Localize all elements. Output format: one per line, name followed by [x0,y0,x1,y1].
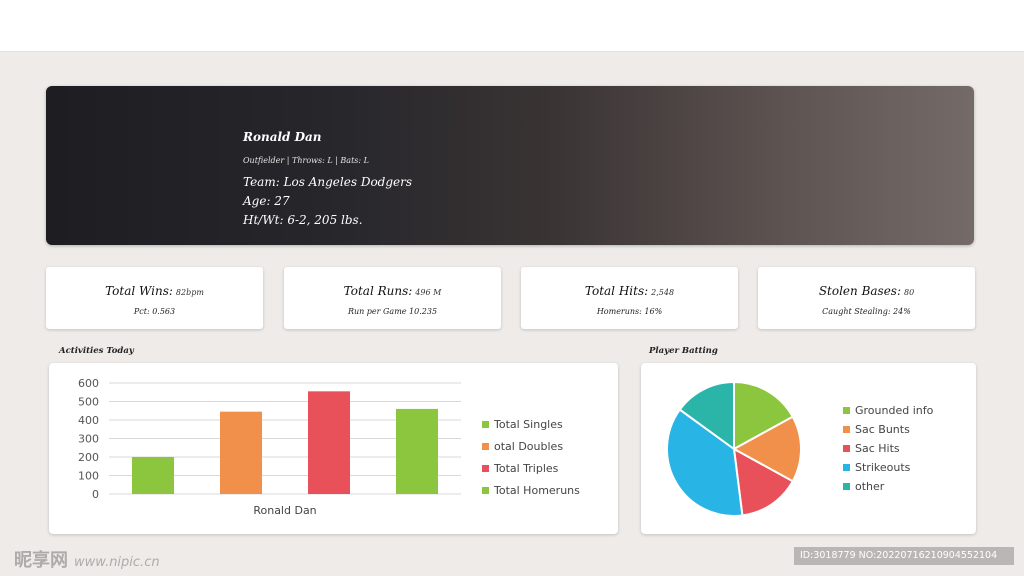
player-height-weight: Ht/Wt: 6-2, 205 lbs. [243,213,363,227]
player-position-info: Outfielder | Throws: L | Bats: L [243,156,369,165]
stat-label: Total Runs: [344,284,413,298]
y-tick-label: 300 [78,433,99,446]
stat-card-total-hits: Total Hits: 2,548 Homeruns: 16% [521,267,738,329]
bar [396,409,438,494]
watermark-id: ID:3018779 NO:20220716210904552104 [794,547,1014,565]
activities-title: Activities Today [59,346,134,356]
stat-sub: Run per Game 10.235 [284,307,501,316]
legend-label: Sac Hits [855,442,900,455]
stat-card-total-wins: Total Wins: 82bpm Pct: 0.563 [46,267,263,329]
y-tick-label: 400 [78,414,99,427]
y-tick-label: 0 [92,488,99,501]
stat-value: 2,548 [651,288,674,297]
legend-swatch [482,465,489,472]
stat-label: Total Hits: [585,284,648,298]
legend-swatch [843,407,850,414]
player-name: Ronald Dan [243,130,322,144]
watermark-logo-text: 昵享网 [14,550,68,571]
stat-sub: Homeruns: 16% [521,307,738,316]
bar [308,391,350,494]
legend-swatch [482,443,489,450]
pie-chart [641,363,976,534]
batting-title: Player Batting [649,346,718,356]
legend-swatch [843,426,850,433]
bar [220,412,262,494]
watermark-logo: 昵享网 www.nipic.cn [14,546,160,572]
activities-chart-panel: 600 500 400 300 200 100 0 Ronald Dan Total Sing… [49,363,618,534]
legend-label: otal Doubles [494,440,563,453]
legend-label: other [855,480,884,493]
stat-value: 496 M [415,288,441,297]
legend-swatch [843,464,850,471]
stat-card-stolen-bases: Stolen Bases: 80 Caught Stealing: 24% [758,267,975,329]
legend-swatch [843,483,850,490]
legend-swatch [843,445,850,452]
legend-label: Sac Bunts [855,423,910,436]
legend-label: Strikeouts [855,461,910,474]
y-tick-label: 100 [78,470,99,483]
top-bar [0,0,1024,52]
legend-label: Grounded info [855,404,933,417]
player-banner: Ronald Dan Outfielder | Throws: L | Bats… [46,86,974,245]
stat-value: 80 [904,288,914,297]
legend-swatch [482,421,489,428]
batting-chart-panel: Grounded info Sac Bunts Sac Hits Strikeouts… [641,363,976,534]
player-age: Age: 27 [243,194,290,208]
player-team: Team: Los Angeles Dodgers [243,175,412,189]
stat-sub: Pct: 0.563 [46,307,263,316]
stat-sub: Caught Stealing: 24% [758,307,975,316]
legend-label: Total Singles [494,418,563,431]
stat-card-total-runs: Total Runs: 496 M Run per Game 10.235 [284,267,501,329]
bar [132,457,174,494]
stat-value: 82bpm [176,288,204,297]
watermark-url: www.nipic.cn [74,555,160,570]
stat-label: Stolen Bases: [819,284,901,298]
y-tick-label: 600 [78,377,99,390]
y-tick-label: 500 [78,396,99,409]
legend-label: Total Homeruns [494,484,580,497]
legend-swatch [482,487,489,494]
stat-label: Total Wins: [105,284,173,298]
y-tick-label: 200 [78,451,99,464]
x-category-label: Ronald Dan [253,504,316,517]
legend-label: Total Triples [494,462,558,475]
